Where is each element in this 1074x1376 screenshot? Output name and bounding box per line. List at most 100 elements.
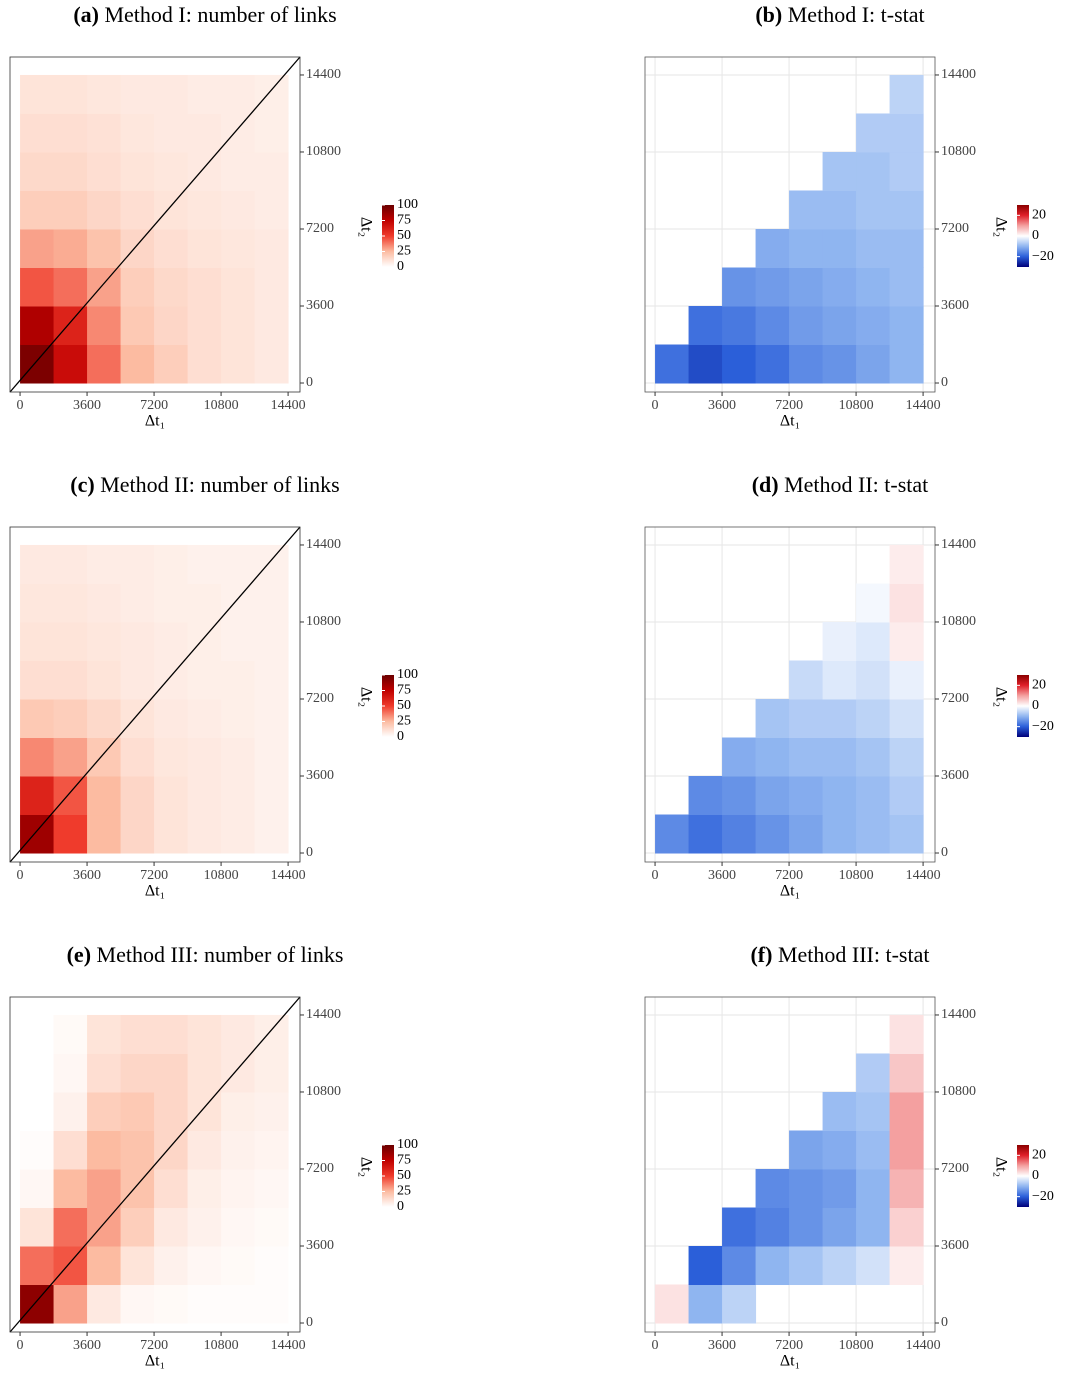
- y-tick-label: 7200: [941, 1161, 969, 1176]
- heat-cell: [889, 228, 924, 268]
- heat-cell: [254, 814, 289, 854]
- panel-title-text: Method I: number of links: [104, 2, 336, 27]
- heat-cell: [856, 228, 891, 268]
- heat-cell: [154, 1207, 189, 1247]
- y-tick-label: 10800: [306, 144, 341, 159]
- heat-cell: [187, 776, 222, 816]
- heat-cell: [20, 583, 55, 623]
- heat-cell: [53, 1284, 88, 1324]
- heat-cell: [187, 344, 222, 384]
- plot-border: [644, 996, 936, 1333]
- heat-cell: [154, 151, 189, 191]
- colorbar-label: 50: [397, 228, 411, 243]
- heat-cell: [722, 267, 757, 307]
- colorbar-label: 0: [397, 259, 404, 274]
- heat-cell: [187, 306, 222, 346]
- heat-cell: [154, 74, 189, 114]
- heat-cell: [856, 660, 891, 700]
- heat-cell: [221, 1130, 256, 1170]
- heat-cell: [154, 190, 189, 230]
- heat-cell: [53, 814, 88, 854]
- colorbar-label: 20: [1032, 678, 1046, 693]
- heat-cell: [53, 1014, 88, 1054]
- heat-cell: [154, 228, 189, 268]
- heat-cell: [856, 1091, 891, 1131]
- heat-cell: [53, 737, 88, 777]
- heat-cell: [20, 776, 55, 816]
- heat-cell: [53, 698, 88, 738]
- heat-cell: [789, 737, 824, 777]
- y-tick-label: 14400: [941, 1007, 976, 1022]
- heat-cell: [856, 583, 891, 623]
- x-tick-label: 3600: [73, 398, 101, 413]
- heat-cell: [120, 74, 155, 114]
- heat-cell: [87, 1053, 122, 1093]
- heat-cell: [822, 737, 857, 777]
- heat-cell: [120, 1284, 155, 1324]
- heat-cell: [87, 113, 122, 153]
- heat-cell: [254, 190, 289, 230]
- heat-cell: [187, 1284, 222, 1324]
- x-tick-label: 14400: [906, 1338, 941, 1353]
- y-tick-label: 0: [941, 845, 948, 860]
- heat-cell: [20, 1284, 55, 1324]
- heat-cell: [889, 267, 924, 307]
- heat-cell: [120, 1053, 155, 1093]
- diagonal-line: [9, 996, 301, 1333]
- heat-cell: [722, 1246, 757, 1286]
- heat-cell: [254, 1014, 289, 1054]
- panel: (a) Method I: number of links 0 3600 7200 10…: [9, 2, 418, 430]
- heat-cell: [822, 1168, 857, 1208]
- heat-cell: [87, 1014, 122, 1054]
- heat-cell: [254, 151, 289, 191]
- heat-cell: [722, 814, 757, 854]
- colorbar-label: 0: [1032, 228, 1039, 243]
- heat-cell: [889, 1246, 924, 1286]
- heat-cell: [87, 583, 122, 623]
- colorbar: [1017, 1145, 1029, 1207]
- heat-cell: [20, 151, 55, 191]
- heat-cell: [87, 1207, 122, 1247]
- heat-cell: [187, 1091, 222, 1131]
- heat-cell: [254, 544, 289, 584]
- y-tick-label: 3600: [941, 1238, 969, 1253]
- y-tick-label: 14400: [941, 537, 976, 552]
- heat-cell: [722, 776, 757, 816]
- heat-cell: [856, 1207, 891, 1247]
- heat-cell: [20, 267, 55, 307]
- panel-title-text: Method III: number of links: [97, 942, 344, 967]
- heat-cell: [154, 1053, 189, 1093]
- heat-cell: [120, 814, 155, 854]
- heat-cell: [221, 814, 256, 854]
- heat-cell: [822, 190, 857, 230]
- heat-cell: [154, 267, 189, 307]
- heat-cell: [822, 814, 857, 854]
- heat-cell: [20, 74, 55, 114]
- colorbar-label: 100: [397, 667, 418, 682]
- heat-cell: [120, 660, 155, 700]
- colorbar-label: −20: [1032, 719, 1054, 734]
- x-axis-label: Δt₁: [780, 883, 800, 900]
- heat-cell: [856, 306, 891, 346]
- colorbar-label: 0: [397, 729, 404, 744]
- heat-cell: [755, 698, 790, 738]
- heat-cell: [221, 1207, 256, 1247]
- heat-cell: [789, 698, 824, 738]
- colorbar-label: 25: [397, 1184, 411, 1199]
- heat-cell: [856, 113, 891, 153]
- heat-cell: [20, 1130, 55, 1170]
- heat-cell: [87, 190, 122, 230]
- y-tick-label: 0: [941, 375, 948, 390]
- heat-cell: [789, 344, 824, 384]
- heat-cell: [856, 267, 891, 307]
- x-tick-label: 7200: [140, 1338, 168, 1353]
- x-tick-label: 14400: [271, 1338, 306, 1353]
- x-tick-label: 14400: [271, 398, 306, 413]
- heat-cell: [889, 1130, 924, 1170]
- y-tick-label: 3600: [306, 298, 334, 313]
- heat-cell: [755, 776, 790, 816]
- panel-title-text: Method III: t-stat: [778, 942, 930, 967]
- heat-cell: [254, 1246, 289, 1286]
- heat-cell: [688, 306, 723, 346]
- heat-cell: [87, 776, 122, 816]
